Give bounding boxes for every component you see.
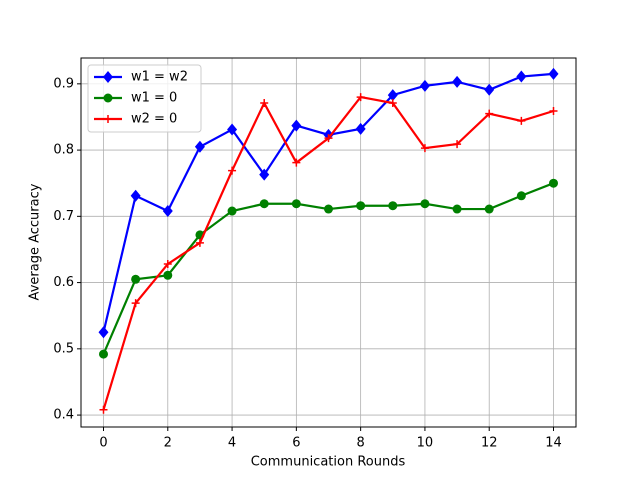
- legend-marker: [104, 115, 112, 123]
- marker: [356, 93, 365, 102]
- marker: [420, 144, 429, 153]
- x-tick-label: 2: [164, 436, 172, 451]
- marker: [163, 270, 173, 280]
- marker: [485, 109, 494, 118]
- marker: [227, 206, 237, 216]
- x-tick-label: 4: [228, 436, 236, 451]
- plot-frame: [80, 57, 577, 428]
- y-tick-label: 0.5: [53, 341, 74, 356]
- legend: w1 = w2 w1 = 0 w2 = 0: [87, 64, 202, 133]
- marker: [99, 405, 108, 414]
- marker: [195, 238, 204, 247]
- marker: [130, 189, 141, 202]
- legend-box: [87, 64, 202, 133]
- marker: [387, 89, 398, 102]
- marker: [162, 205, 173, 218]
- legend-marker: [103, 93, 113, 103]
- marker: [356, 201, 366, 211]
- marker: [194, 140, 205, 153]
- marker: [388, 201, 398, 211]
- marker: [228, 166, 237, 175]
- x-tick-label: 6: [292, 436, 300, 451]
- marker: [453, 140, 462, 149]
- marker: [516, 191, 526, 201]
- x-tick-label: 8: [357, 436, 365, 451]
- marker: [98, 326, 109, 339]
- marker: [420, 199, 430, 209]
- marker: [517, 116, 526, 125]
- marker: [291, 119, 302, 132]
- marker: [260, 99, 269, 108]
- legend-marker: [103, 71, 113, 83]
- marker: [163, 260, 172, 269]
- marker: [131, 274, 141, 284]
- legend-label: w2 = 0: [131, 112, 177, 127]
- x-tick-label: 0: [99, 436, 107, 451]
- marker: [516, 70, 527, 83]
- marker: [259, 168, 270, 181]
- marker: [484, 204, 494, 214]
- y-tick-label: 0.8: [53, 143, 74, 158]
- y-axis-label: Average Accuracy: [28, 183, 43, 300]
- x-tick-label: 14: [545, 436, 562, 451]
- marker: [227, 123, 238, 136]
- marker: [388, 99, 397, 108]
- y-tick-label: 0.6: [53, 275, 74, 290]
- marker: [99, 349, 108, 359]
- x-tick-label: 10: [417, 436, 434, 451]
- x-tick-label: 12: [481, 436, 498, 451]
- marker: [292, 158, 301, 167]
- marker: [548, 67, 559, 80]
- marker: [419, 79, 430, 92]
- marker: [549, 106, 558, 115]
- marker: [549, 178, 558, 188]
- x-axis-label: Communication Rounds: [251, 455, 406, 470]
- marker: [291, 199, 301, 209]
- legend-label: w1 = w2: [131, 70, 188, 85]
- marker: [324, 204, 333, 214]
- marker: [324, 134, 333, 143]
- y-tick-label: 0.7: [53, 209, 74, 224]
- marker: [452, 204, 462, 214]
- marker: [131, 299, 140, 308]
- marker: [259, 199, 269, 209]
- marker: [452, 75, 463, 88]
- legend-label: w1 = 0: [131, 91, 177, 106]
- marker: [355, 122, 366, 135]
- y-tick-label: 0.4: [53, 408, 74, 423]
- y-tick-label: 0.9: [53, 76, 74, 91]
- marker: [484, 83, 495, 96]
